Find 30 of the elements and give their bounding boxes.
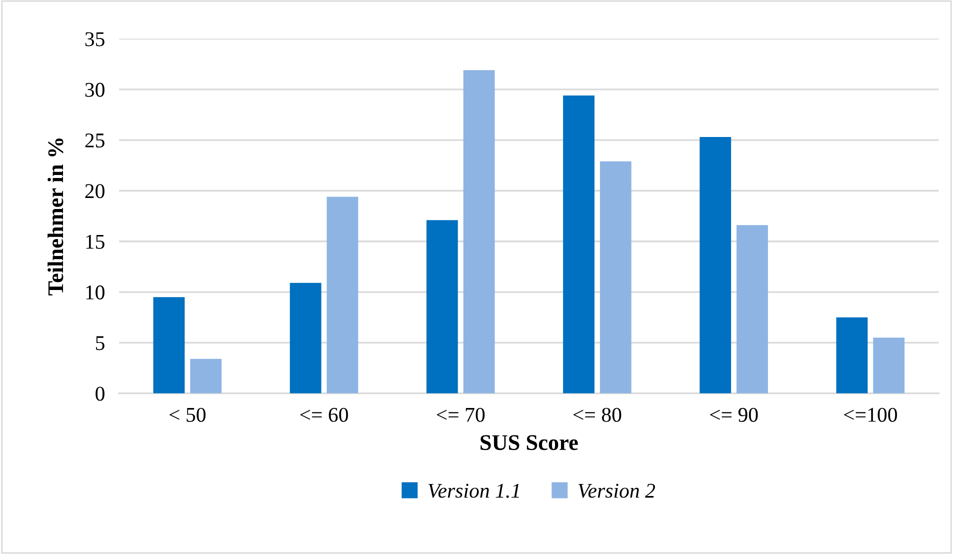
bar xyxy=(563,96,594,394)
y-tick-label: 5 xyxy=(96,336,104,350)
bar xyxy=(153,297,185,394)
x-tick-label: <= 80 xyxy=(573,408,622,422)
y-axis-title: Teilnehmer in % xyxy=(48,138,64,296)
y-tick-label: 0 xyxy=(96,386,104,401)
bar xyxy=(600,161,632,394)
x-tick-label: <= 90 xyxy=(710,408,758,422)
legend-label: Version 1.1 xyxy=(428,484,519,498)
x-tick-label: < 50 xyxy=(170,408,206,422)
bar xyxy=(463,70,495,394)
y-tick-label: 20 xyxy=(85,184,104,198)
y-tick-label: 15 xyxy=(86,234,104,249)
bar xyxy=(873,338,905,394)
bar xyxy=(426,220,458,394)
bar xyxy=(326,196,358,394)
y-tick-label: 30 xyxy=(85,82,104,97)
x-tick-label: <=100 xyxy=(844,408,897,422)
x-tick-label: <= 70 xyxy=(436,408,485,422)
y-tick-label: 25 xyxy=(85,134,104,148)
legend-label: Version 2 xyxy=(578,484,656,498)
x-tick-label: <= 60 xyxy=(300,408,348,422)
bar xyxy=(290,282,322,394)
y-tick-label: 35 xyxy=(85,32,104,46)
bar xyxy=(836,317,868,394)
bar xyxy=(736,225,768,394)
x-axis-title: SUS Score xyxy=(480,435,578,450)
y-tick-label: 10 xyxy=(86,285,104,300)
bar xyxy=(700,137,732,394)
bar xyxy=(190,358,222,394)
